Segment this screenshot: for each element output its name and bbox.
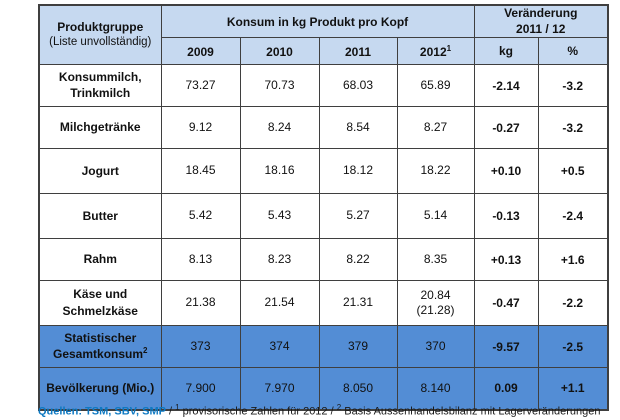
change-kg: +0.13: [473, 238, 539, 282]
table-row-kaese: Käse und Schmelzkäse 21.38 21.54 21.31 2…: [38, 280, 609, 327]
change-kg: -0.47: [473, 280, 539, 327]
value-2011: 8.54: [318, 106, 398, 150]
table-row-rahm: Rahm 8.13 8.23 8.22 8.35 +0.13 +1.6: [38, 238, 609, 282]
row-label: Statistischer Gesamtkonsum2: [38, 325, 162, 369]
sources-text: Quellen: TSM, SBV, SMP: [38, 405, 166, 418]
table-row-bevoelkerung: Bevölkerung (Mio.) 7.900 7.970 8.050 8.1…: [38, 367, 609, 411]
value-2009: 18.45: [160, 148, 241, 195]
value-2009: 7.900: [160, 367, 241, 411]
change-pct: +1.1: [537, 367, 609, 411]
value-2010: 18.16: [239, 148, 320, 195]
change-pct: -3.2: [537, 64, 609, 108]
table-row-gesamtkonsum: Statistischer Gesamtkonsum2 373 374 379 …: [38, 325, 609, 369]
footnote-2-marker: 2: [336, 403, 342, 412]
table-row-butter: Butter 5.42 5.43 5.27 5.14 -0.13 -2.4: [38, 193, 609, 240]
value-2012: 370: [396, 325, 475, 369]
change-pct: -2.5: [537, 325, 609, 369]
row-label: Rahm: [38, 238, 162, 282]
header-row-top: Produktgruppe (Liste unvollständig) Kons…: [38, 4, 609, 66]
source-note: Quellen: TSM, SBV, SMP / 1 provisorische…: [38, 403, 616, 418]
value-2012: 8.27: [396, 106, 475, 150]
value-2010: 21.54: [239, 280, 320, 327]
change-pct: +0.5: [537, 148, 609, 195]
value-2010: 374: [239, 325, 320, 369]
value-2012: 18.22: [396, 148, 475, 195]
row-label: Käse und Schmelzkäse: [38, 280, 162, 327]
year-header-2012: 20121: [396, 37, 475, 66]
change-kg: -2.14: [473, 64, 539, 108]
value-2010: 5.43: [239, 193, 320, 240]
footnote-1-text: provisorische Zahlen für 2012 /: [179, 405, 337, 418]
table-row-milchgetraenke: Milchgetränke 9.12 8.24 8.54 8.27 -0.27 …: [38, 106, 609, 150]
table-row-jogurt: Jogurt 18.45 18.16 18.12 18.22 +0.10 +0.…: [38, 148, 609, 195]
value-2011: 379: [318, 325, 398, 369]
value-2011: 18.12: [318, 148, 398, 195]
value-2012: 65.89: [396, 64, 475, 108]
row-label: Bevölkerung (Mio.): [38, 367, 162, 411]
value-2012: 8.140: [396, 367, 475, 411]
table-row-konsummilch: Konsummilch, Trinkmilch 73.27 70.73 68.0…: [38, 64, 609, 108]
product-group-subtitle: (Liste unvollständig): [49, 36, 152, 49]
product-group-title: Produktgruppe: [57, 20, 144, 35]
value-2010: 8.24: [239, 106, 320, 150]
value-2010: 8.23: [239, 238, 320, 282]
consumption-table: Produktgruppe (Liste unvollständig) Kons…: [38, 4, 609, 411]
value-2009: 5.42: [160, 193, 241, 240]
value-2009: 21.38: [160, 280, 241, 327]
change-kg: -9.57: [473, 325, 539, 369]
value-2009: 9.12: [160, 106, 241, 150]
product-group-header: Produktgruppe (Liste unvollständig): [38, 4, 162, 66]
change-pct: -2.2: [537, 280, 609, 327]
value-2012: 8.35: [396, 238, 475, 282]
change-kg: +0.10: [473, 148, 539, 195]
year-header-2010: 2010: [239, 37, 320, 66]
value-2011: 5.27: [318, 193, 398, 240]
row-label: Milchgetränke: [38, 106, 162, 150]
value-2012: 20.84 (21.28): [396, 280, 475, 327]
change-pct: -3.2: [537, 106, 609, 150]
kg-header: kg: [473, 37, 539, 66]
change-title: Veränderung 2011 / 12: [473, 4, 609, 39]
footnote-2-text: Basis Aussenhandelsbilanz mit Lagerverän…: [341, 405, 601, 418]
change-pct: -2.4: [537, 193, 609, 240]
value-2009: 373: [160, 325, 241, 369]
row-label: Jogurt: [38, 148, 162, 195]
year-header-2011: 2011: [318, 37, 398, 66]
value-2009: 73.27: [160, 64, 241, 108]
konsum-title: Konsum in kg Produkt pro Kopf: [160, 4, 475, 39]
value-2011: 8.22: [318, 238, 398, 282]
row-label: Butter: [38, 193, 162, 240]
header-row-years: 2009 2010 2011 20121 kg %: [39, 37, 609, 66]
footnote-1-marker: 1: [175, 403, 180, 412]
row-label: Konsummilch, Trinkmilch: [38, 64, 162, 108]
pct-header: %: [537, 37, 609, 66]
value-2011: 68.03: [318, 64, 398, 108]
value-2011: 21.31: [318, 280, 398, 327]
change-pct: +1.6: [537, 238, 609, 282]
change-kg: -0.13: [473, 193, 539, 240]
value-2012: 5.14: [396, 193, 475, 240]
value-2009: 8.13: [160, 238, 241, 282]
value-2010: 70.73: [239, 64, 320, 108]
footer-separator: /: [165, 405, 176, 418]
value-2011: 8.050: [318, 367, 398, 411]
year-header-2009: 2009: [160, 37, 241, 66]
change-kg: -0.27: [473, 106, 539, 150]
value-2010: 7.970: [239, 367, 320, 411]
